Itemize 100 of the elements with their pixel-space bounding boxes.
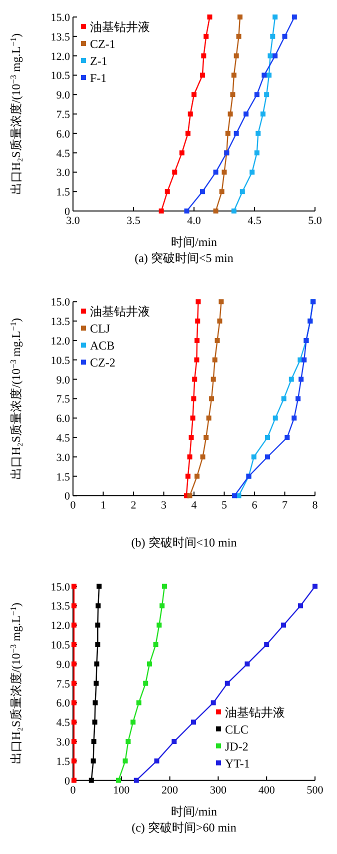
point (143, 680, 148, 686)
point (207, 14, 212, 20)
y-tick-label: 9.0 (56, 658, 70, 671)
y-tick-label: 1.5 (56, 471, 70, 484)
point (272, 14, 278, 20)
point (250, 170, 255, 175)
y-tick-label: 12.0 (50, 335, 70, 348)
y-tick-label: 15.0 (50, 581, 70, 594)
x-axis-title: 时间/min (170, 235, 218, 249)
point (288, 376, 294, 382)
point (126, 739, 131, 744)
point (190, 416, 196, 421)
point (244, 661, 250, 666)
point (94, 680, 99, 686)
point (222, 170, 227, 175)
x-tick-label: 4.0 (187, 215, 202, 227)
y-tick-label: 10.5 (50, 354, 70, 367)
point (96, 603, 101, 608)
point (281, 396, 286, 402)
y-tick-label: 6.0 (56, 698, 70, 710)
text: (a) 突破时间<5 min (134, 251, 234, 265)
point (200, 454, 206, 460)
y-tick-label: 3.0 (56, 736, 70, 749)
point (260, 112, 266, 116)
point (153, 642, 158, 648)
y-tick-label: 0 (64, 775, 70, 788)
legend-label: Z-1 (90, 54, 108, 68)
y-tick-label: 15.0 (50, 296, 70, 309)
point (254, 92, 260, 98)
y-tick-label: 15.0 (50, 12, 70, 24)
point (122, 758, 128, 764)
point (214, 338, 220, 343)
point (298, 376, 304, 382)
point (210, 376, 216, 382)
point (204, 434, 209, 440)
point (172, 739, 177, 744)
point (225, 130, 230, 136)
point (95, 622, 100, 628)
point (192, 92, 196, 98)
point (92, 720, 98, 725)
point (218, 299, 224, 304)
point (204, 34, 209, 39)
point (194, 338, 200, 343)
point (116, 778, 121, 783)
point (256, 130, 261, 136)
y-tick-label: 7.5 (56, 109, 70, 121)
point (194, 357, 200, 362)
point (312, 584, 318, 589)
y-tick-label: 7.5 (56, 394, 70, 406)
point (266, 72, 272, 78)
point (265, 434, 270, 440)
point (200, 189, 205, 194)
point (224, 680, 230, 686)
point (136, 700, 142, 706)
y-tick-label: 9.0 (56, 374, 70, 386)
y-tick-label: 7.5 (56, 678, 70, 690)
point (213, 208, 218, 214)
text: (b) 突破时间<10 min (131, 536, 237, 550)
point (134, 778, 139, 783)
point (130, 720, 136, 725)
point (195, 318, 200, 324)
y-tick-label: 10.5 (50, 70, 70, 82)
point (217, 318, 222, 324)
point (196, 299, 201, 304)
point (95, 642, 100, 648)
point (94, 661, 100, 666)
y-tick-label: 4.5 (56, 432, 70, 444)
x-axis-title: 时间/min (170, 804, 218, 818)
point (172, 170, 178, 175)
legend-label: 油基钻井液 (90, 304, 150, 319)
y-tick-label: 1.5 (56, 186, 70, 199)
x-tick-label: 200 (162, 784, 179, 796)
point (231, 208, 236, 214)
y-tick-label: 13.5 (50, 31, 70, 44)
point (200, 72, 205, 78)
y-tick-label: 12.0 (50, 50, 70, 63)
point (292, 14, 297, 20)
legend-label: 油基钻井液 (225, 705, 285, 720)
legend-label: 油基钻井液 (90, 20, 150, 34)
point (191, 396, 196, 402)
point (90, 758, 96, 764)
x-tick-label: 2 (130, 500, 136, 512)
legend-label: CLJ (90, 322, 110, 336)
point (234, 53, 239, 58)
point (262, 72, 267, 78)
x-tick-label: 4.5 (248, 215, 262, 227)
x-tick-label: 3 (161, 500, 167, 512)
point (270, 34, 276, 39)
point (146, 661, 152, 666)
point (232, 493, 238, 498)
point (264, 92, 270, 98)
y-tick-label: 0 (64, 490, 70, 503)
point (188, 434, 194, 440)
legend-label: CZ-2 (90, 356, 116, 370)
y-tick-label: 13.5 (50, 600, 70, 613)
point (230, 92, 236, 98)
point (210, 700, 216, 706)
point (192, 376, 198, 382)
x-tick-label: 400 (258, 784, 276, 796)
point (302, 357, 307, 362)
